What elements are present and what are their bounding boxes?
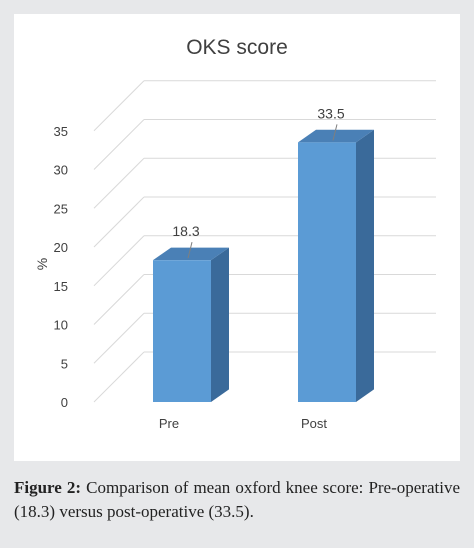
figure-caption: Figure 2: Comparison of mean oxford knee… [14, 476, 460, 524]
bar-top-face [153, 247, 229, 261]
x-category-label: Post [301, 416, 327, 431]
gridline-depth [93, 235, 145, 287]
y-tick-label: 5 [61, 356, 68, 371]
y-tick-label: 0 [61, 395, 68, 410]
x-category-label: Pre [159, 416, 179, 431]
y-tick-label: 20 [54, 240, 68, 255]
axis-layer: 0 5 10 15 20 25 30 35 Pre Post [54, 124, 328, 431]
bar-side-face [356, 129, 374, 402]
gridline-depth [93, 196, 145, 248]
chart-title: OKS score [186, 36, 288, 59]
gridline-depth [93, 312, 145, 364]
y-tick-label: 25 [54, 201, 68, 216]
data-label-leader [332, 124, 338, 141]
data-label: 18.3 [172, 223, 199, 239]
oks-chart: 0 5 10 15 20 25 30 35 Pre Post 18.3 33.5 OKS score… [34, 36, 436, 431]
bar-layer [153, 129, 374, 402]
label-layer: 18.3 33.5 [172, 105, 345, 259]
bar-pre [153, 247, 229, 402]
caption-label: Figure 2: [14, 478, 82, 497]
bar-post [298, 129, 374, 402]
gridline-depth [93, 351, 145, 403]
gridline-depth [93, 157, 145, 209]
bar-front-face [298, 142, 356, 402]
y-tick-label: 30 [54, 163, 68, 178]
gridline-depth [93, 274, 145, 325]
bar-top-face [298, 129, 374, 143]
gridline-depth [93, 119, 145, 170]
caption-text: Comparison of mean oxford knee score: Pr… [14, 478, 461, 521]
chart-card: 0 5 10 15 20 25 30 35 Pre Post 18.3 33.5 OKS score… [14, 14, 460, 461]
y-axis-label: % [34, 258, 50, 270]
bar-side-face [211, 247, 229, 402]
grid-layer [93, 80, 436, 403]
data-label: 33.5 [317, 105, 344, 121]
bar-front-face [153, 260, 211, 402]
data-label-leader [187, 242, 193, 259]
y-tick-label: 35 [54, 124, 68, 139]
y-tick-label: 15 [54, 279, 68, 294]
y-tick-label: 10 [54, 318, 68, 333]
gridline-depth [93, 80, 145, 132]
